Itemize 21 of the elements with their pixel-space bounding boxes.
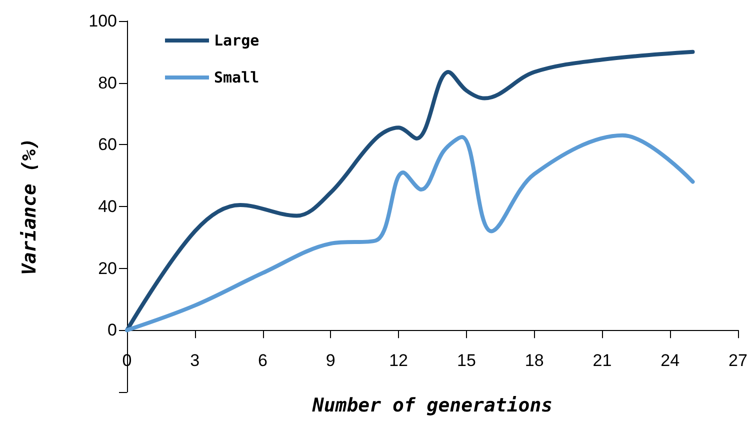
legend-label: Small [214,68,260,86]
x-tick-label: 6 [258,351,268,370]
y-tick-label: 0 [108,320,117,340]
line-series [125,133,695,332]
y-axis-title: Variance (%) [18,138,40,276]
y-tick-label: 40 [98,197,117,216]
x-tick-label: 24 [660,351,680,370]
legend-label: Large [214,32,260,50]
y-tick-label: 100 [88,12,117,30]
x-axis-title: Number of generations [311,394,553,416]
x-tick-label: 27 [728,351,748,370]
y-tick-label: 80 [98,73,117,92]
x-tick-label: 18 [524,351,544,370]
line-series [125,50,695,332]
x-tick-label: 12 [389,351,408,370]
y-tick-label: 20 [98,258,117,278]
x-tick-label: 15 [456,351,476,370]
x-tick-label: 21 [592,351,612,370]
x-tick-label: 9 [326,351,336,370]
x-tick-label: 3 [190,351,200,370]
y-tick-label: 60 [98,135,117,154]
